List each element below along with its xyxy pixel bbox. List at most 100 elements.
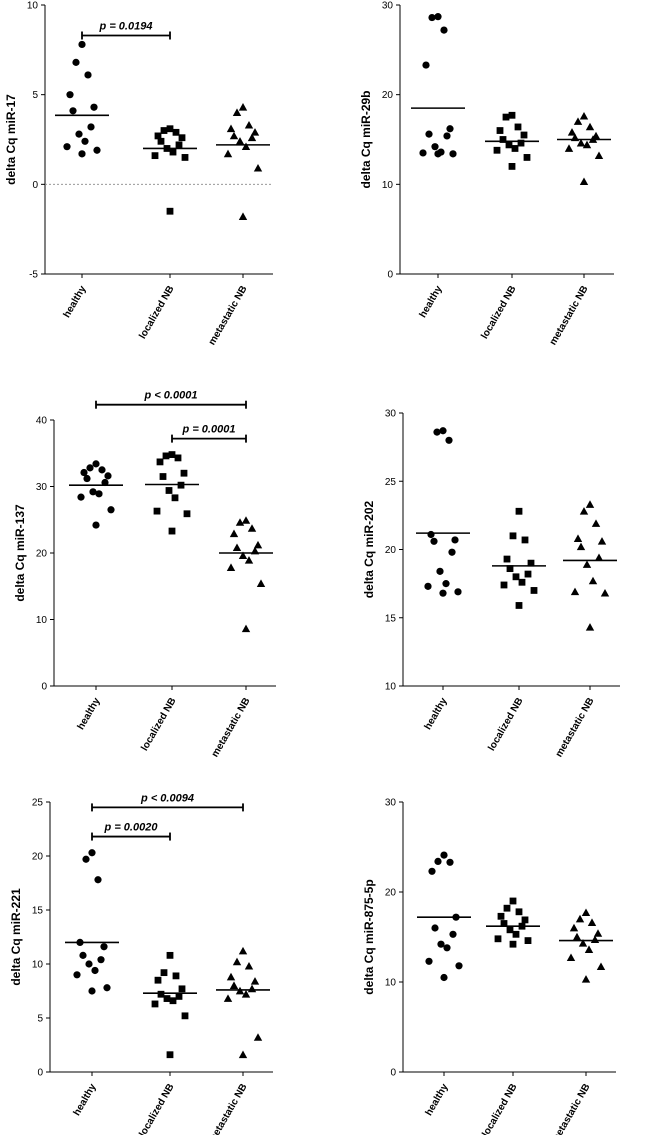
data-point-square (178, 134, 186, 142)
data-point-circle (69, 107, 77, 115)
data-point-circle (97, 956, 105, 964)
data-point-square (515, 908, 523, 916)
data-point-triangle (250, 977, 260, 985)
panel-2: 0 10 20 30 delta Cq miR-29b healthy localized … (359, 1, 614, 347)
panel-1: -5 0 5 10 delta Cq miR-17 healthy localized NB… (4, 1, 273, 347)
y-axis-label: delta Cq miR-17 (4, 94, 18, 185)
y-tick-label: 10 (36, 615, 48, 626)
data-point-triangle (235, 137, 245, 145)
x-category-label: metastatic NB (554, 696, 597, 759)
data-point-triangle (579, 507, 589, 515)
data-point-circle (72, 58, 80, 66)
data-point-square (166, 951, 174, 959)
data-point-triangle (253, 1033, 263, 1041)
data-point-triangle (238, 103, 248, 111)
data-point-circle (443, 132, 451, 140)
y-tick-label: 10 (32, 960, 44, 971)
data-point-square (509, 532, 517, 540)
data-point-circle (93, 146, 101, 154)
data-point-triangle (247, 524, 257, 532)
data-point-circle (89, 488, 97, 496)
data-point-square (499, 136, 507, 143)
y-tick-label: 25 (385, 477, 397, 488)
data-point-circle (86, 464, 94, 472)
data-point-square (169, 997, 177, 1005)
y-tick-label: 30 (385, 409, 397, 420)
data-point-circle (101, 478, 109, 487)
y-tick-label: -5 (29, 270, 38, 281)
data-point-square (153, 507, 161, 515)
data-point-circle (437, 940, 445, 948)
data-point-square (494, 935, 502, 943)
data-point-circle (439, 427, 447, 435)
data-point-square (159, 473, 167, 480)
data-point-square (511, 145, 519, 152)
y-axis-label: delta Cq miR-202 (362, 500, 376, 598)
y-tick-label: 30 (36, 482, 48, 493)
data-point-square (506, 926, 514, 934)
y-tick-label: 5 (32, 90, 38, 101)
data-point-triangle (575, 914, 585, 923)
data-point-circle (90, 103, 98, 111)
data-point-square (175, 141, 183, 149)
data-point-square (508, 111, 516, 119)
data-point-square (512, 930, 520, 938)
data-point-triangle (567, 128, 577, 136)
data-point-circle (445, 436, 453, 444)
data-point-square (521, 536, 529, 544)
data-point-triangle (593, 929, 603, 937)
data-point-triangle (581, 908, 591, 917)
data-point-triangle (241, 624, 251, 633)
data-point-circle (448, 548, 456, 556)
data-point-circle (78, 150, 86, 158)
data-point-square (162, 452, 170, 460)
y-tick-label: 10 (385, 978, 397, 989)
data-point-circle (428, 867, 436, 875)
data-point-circle (433, 428, 441, 436)
data-point-square (503, 904, 511, 912)
data-point-circle (103, 984, 111, 992)
data-point-triangle (247, 984, 257, 993)
data-point-triangle (223, 994, 233, 1002)
data-point-circle (442, 580, 450, 588)
data-point-triangle (594, 553, 604, 562)
data-point-circle (439, 589, 447, 597)
y-tick-label: 0 (41, 682, 47, 693)
data-point-square (515, 507, 523, 515)
data-point-circle (440, 26, 448, 34)
data-point-triangle (232, 957, 242, 966)
y-tick-label: 20 (36, 549, 48, 560)
y-tick-label: 20 (385, 545, 397, 556)
x-category-label: localized NB (486, 696, 525, 753)
x-category-label: healthy (62, 284, 89, 320)
data-point-circle (446, 858, 454, 866)
data-point-triangle (582, 140, 592, 149)
data-point-triangle (241, 142, 251, 151)
data-point-triangle (238, 212, 248, 220)
data-point-square (502, 113, 510, 121)
data-point-square (509, 940, 517, 948)
data-point-circle (88, 849, 96, 857)
data-point-triangle (564, 144, 574, 152)
data-point-triangle (232, 108, 242, 116)
y-tick-label: 40 (36, 416, 48, 427)
y-tick-label: 20 (385, 888, 397, 899)
data-point-circle (422, 61, 430, 69)
data-point-triangle (247, 133, 257, 142)
y-axis-label: delta Cq miR-221 (9, 888, 23, 986)
data-point-square (523, 154, 531, 161)
x-category-label: metastatic NB (550, 1082, 593, 1135)
data-point-triangle (582, 560, 592, 568)
x-category-label: healthy (76, 696, 103, 732)
y-tick-label: 10 (382, 180, 394, 191)
data-point-square (160, 127, 168, 134)
data-point-triangle (569, 923, 579, 932)
data-point-circle (91, 966, 99, 975)
data-point-triangle (235, 518, 245, 526)
data-point-triangle (226, 124, 236, 133)
data-point-circle (78, 40, 86, 49)
data-point-square (518, 578, 526, 586)
data-point-circle (443, 944, 451, 952)
data-point-square (154, 976, 162, 984)
data-point-triangle (229, 529, 239, 538)
